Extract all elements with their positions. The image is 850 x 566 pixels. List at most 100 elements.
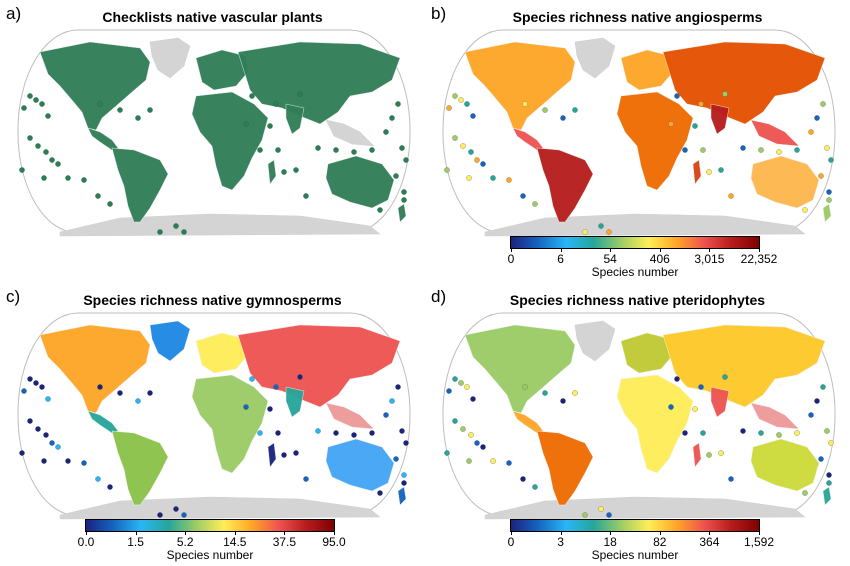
legend-tick [560,248,562,252]
island-dot [107,201,113,207]
island-dot [598,223,604,229]
panel-letter: b) [431,4,447,23]
legend-tick-label: 1,592 [743,535,775,549]
island-dot [275,147,281,153]
island-dot [520,476,526,482]
island-dot [49,440,55,446]
legend-tick-label: 3,015 [694,252,725,266]
island-dot [826,189,832,195]
region-namerica [464,324,576,414]
island-dot [466,175,472,181]
island-dot [41,458,47,464]
island-dot [706,169,712,175]
island-dot [802,207,808,213]
island-dot [39,101,45,107]
island-dot [740,428,746,434]
island-dot [273,101,279,107]
land-greenland [574,320,616,362]
island-dot [682,430,688,436]
panel-title: Checklists native vascular plants [102,9,323,25]
island-dot [97,101,103,107]
island-dot [572,107,578,113]
panel-letter: c) [6,287,21,306]
island-dot [706,452,712,458]
island-dot [480,444,486,450]
region-madagascar [692,442,702,468]
island-dot [19,450,25,456]
island-dot [297,91,303,97]
island-dot [157,512,163,518]
island-dot [401,189,407,195]
island-dot [43,432,49,438]
island-dot [389,398,395,404]
legend-tick [185,531,187,535]
island-dot [27,418,33,424]
island-dot [19,167,25,173]
island-dot [718,450,724,456]
island-dot [470,113,476,119]
island-dot [395,384,401,390]
island-dot [81,177,87,183]
island-dot [520,193,526,199]
legend-tick [284,531,286,535]
island-dot [452,418,458,424]
island-dot [794,147,800,153]
island-dot [49,157,55,163]
island-dot [452,93,458,99]
island-dot [446,388,452,394]
island-dot [293,450,299,456]
island-dot [480,161,486,167]
legend-tick [560,531,562,535]
island-dot [718,167,724,173]
color-legend: 0 3 18 82 364 1,592 Species number [508,519,774,565]
island-dot [468,432,474,438]
colorbar [85,519,335,532]
legend-tick-label: 14.5 [223,535,247,549]
region-nz [822,486,832,506]
island-dot [389,115,395,121]
island-dot [820,101,826,107]
island-dot [243,121,249,127]
island-dot [27,376,33,382]
region-samerica [536,147,594,223]
island-dot [458,380,464,386]
island-dot [560,115,566,121]
island-dot [393,173,399,179]
island-dot [444,167,450,173]
region-nz [397,486,407,506]
island-dot [674,93,680,99]
island-dot [249,93,255,99]
panel-title: Species richness native angiosperms [512,9,763,25]
island-dot [97,384,103,390]
island-dot [21,388,27,394]
island-dot [35,143,41,149]
island-dot [243,404,249,410]
island-dot [377,490,383,496]
region-africa [191,374,269,474]
island-dot [474,157,480,163]
region-africa [616,374,694,474]
legend-tick-label: 5.2 [176,535,194,549]
island-dot [698,101,704,107]
island-dot [700,147,706,153]
island-dot [401,472,407,478]
legend-tick [659,531,661,535]
island-dot [740,145,746,151]
island-dot [403,440,409,446]
island-dot [464,384,470,390]
island-dot [117,390,123,396]
island-dot [95,193,101,199]
legend-tick-label: 6 [557,252,564,266]
island-dot [135,398,141,404]
region-madagascar [692,159,702,185]
island-dot [776,432,782,438]
island-dot [35,426,41,432]
island-dot [824,145,830,151]
island-dot [267,123,273,129]
panel-title: Species richness native pteridophytes [509,292,766,308]
island-dot [95,476,101,482]
legend-tick [759,248,760,252]
island-dot [41,175,47,181]
legend-tick [234,531,236,535]
region-australia [750,155,820,209]
